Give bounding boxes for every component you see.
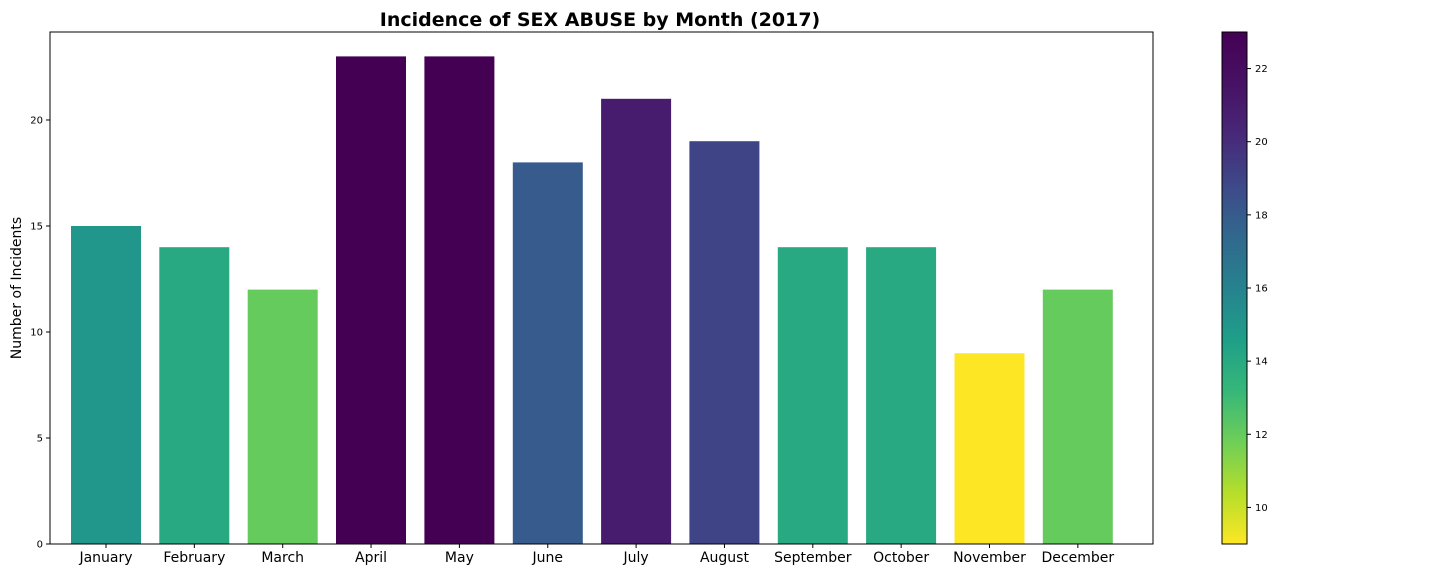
y-tick-label: 15 bbox=[30, 221, 43, 232]
x-ticks-group: January February March April May June July Augu… bbox=[78, 544, 1114, 566]
y-tick-label: 5 bbox=[37, 433, 43, 444]
colorbar-tick-label: 18 bbox=[1255, 210, 1268, 221]
x-tick-label: October bbox=[873, 550, 929, 566]
y-tick-label: 0 bbox=[37, 540, 43, 551]
colorbar-tick-label: 12 bbox=[1255, 430, 1268, 441]
bar-october bbox=[866, 247, 937, 544]
x-tick-label: May bbox=[445, 550, 474, 566]
bar-january bbox=[71, 226, 141, 544]
bar-march bbox=[247, 289, 318, 544]
x-tick-label: February bbox=[163, 550, 225, 566]
colorbar bbox=[1221, 31, 1248, 545]
x-tick-label: September bbox=[774, 550, 852, 566]
x-tick-label: June bbox=[532, 550, 564, 566]
plot-frame bbox=[49, 31, 1154, 545]
y-tick-label: 20 bbox=[30, 115, 43, 126]
colorbar-tick-label: 10 bbox=[1255, 503, 1268, 514]
colorbar-ticks-group: 10 12 14 16 18 20 22 bbox=[1247, 64, 1268, 514]
bars-group bbox=[71, 56, 1113, 545]
y-axis-label: Number of Incidents bbox=[9, 217, 25, 359]
colorbar-tick-label: 20 bbox=[1255, 137, 1268, 148]
y-ticks-group: 0 5 10 15 20 bbox=[30, 115, 50, 551]
bar-may bbox=[424, 56, 495, 545]
bar-november bbox=[954, 353, 1025, 544]
bar-april bbox=[336, 56, 406, 545]
bar-june bbox=[512, 162, 583, 544]
x-tick-label: January bbox=[78, 550, 132, 566]
x-tick-label: March bbox=[261, 550, 304, 566]
colorbar-tick-label: 14 bbox=[1255, 357, 1268, 368]
x-tick-label: August bbox=[700, 550, 750, 566]
y-tick-label: 10 bbox=[30, 327, 43, 338]
colorbar-tick-label: 16 bbox=[1255, 284, 1268, 295]
x-tick-label: December bbox=[1042, 550, 1115, 566]
bar-september bbox=[777, 247, 848, 544]
bar-july bbox=[601, 98, 672, 545]
x-tick-label: July bbox=[623, 550, 649, 566]
bar-february bbox=[159, 247, 230, 544]
chart-title: Incidence of SEX ABUSE by Month (2017) bbox=[380, 9, 820, 31]
bar-august bbox=[689, 141, 760, 544]
colorbar-tick-label: 22 bbox=[1255, 64, 1268, 75]
x-tick-label: April bbox=[355, 550, 387, 566]
x-tick-label: November bbox=[953, 550, 1026, 566]
bar-december bbox=[1042, 289, 1113, 544]
